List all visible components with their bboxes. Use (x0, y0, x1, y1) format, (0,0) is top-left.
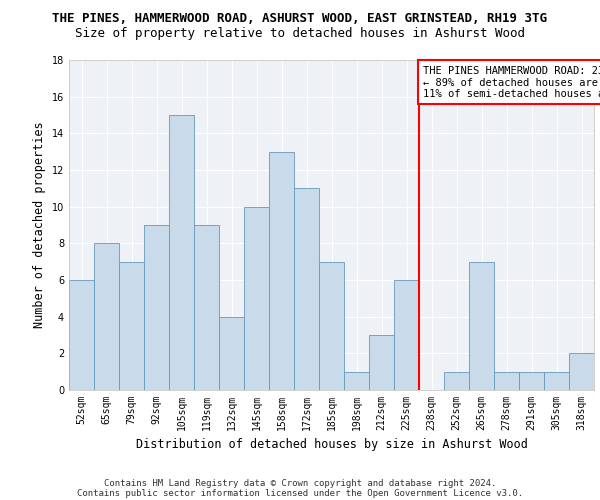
Bar (69, 280, 94, 390)
Bar (244, 206, 269, 390)
Bar (269, 152, 294, 390)
Text: Contains HM Land Registry data © Crown copyright and database right 2024.: Contains HM Land Registry data © Crown c… (104, 478, 496, 488)
Bar (119, 262, 144, 390)
Bar (494, 372, 519, 390)
Bar (469, 262, 494, 390)
Bar (194, 225, 219, 390)
Bar (219, 316, 244, 390)
Bar (394, 280, 419, 390)
Bar (569, 354, 594, 390)
X-axis label: Distribution of detached houses by size in Ashurst Wood: Distribution of detached houses by size … (136, 438, 527, 452)
Text: THE PINES, HAMMERWOOD ROAD, ASHURST WOOD, EAST GRINSTEAD, RH19 3TG: THE PINES, HAMMERWOOD ROAD, ASHURST WOOD… (53, 12, 548, 26)
Text: Contains public sector information licensed under the Open Government Licence v3: Contains public sector information licen… (77, 488, 523, 498)
Bar (319, 262, 344, 390)
Bar (544, 372, 569, 390)
Y-axis label: Number of detached properties: Number of detached properties (33, 122, 46, 328)
Bar (344, 372, 369, 390)
Text: Size of property relative to detached houses in Ashurst Wood: Size of property relative to detached ho… (75, 28, 525, 40)
Bar (294, 188, 319, 390)
Bar (144, 225, 169, 390)
Bar (169, 115, 194, 390)
Text: THE PINES HAMMERWOOD ROAD: 237sqm
← 89% of detached houses are smaller (108)
11%: THE PINES HAMMERWOOD ROAD: 237sqm ← 89% … (423, 66, 600, 98)
Bar (444, 372, 469, 390)
Bar (369, 335, 394, 390)
Bar (94, 244, 119, 390)
Bar (519, 372, 544, 390)
